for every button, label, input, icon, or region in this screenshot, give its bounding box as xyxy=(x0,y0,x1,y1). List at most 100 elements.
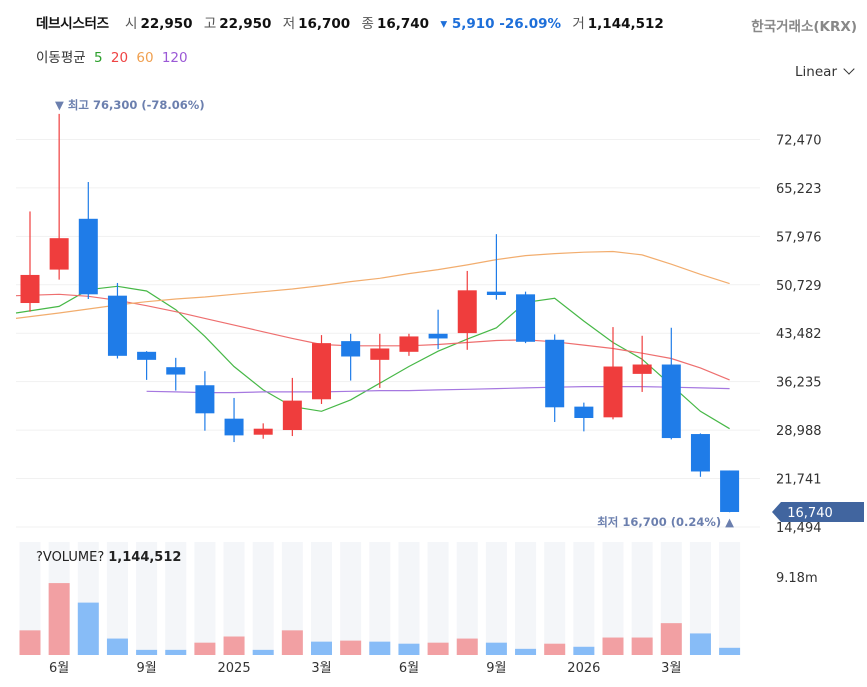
candle[interactable] xyxy=(574,402,594,432)
candle[interactable] xyxy=(312,335,331,404)
price-tag-text: 16,740 xyxy=(787,506,833,521)
ma-legend-label: 이동평균 xyxy=(36,50,86,66)
candle[interactable] xyxy=(49,113,69,280)
x-tick-label: 2026 xyxy=(567,661,600,676)
scale-selector[interactable]: Linear xyxy=(795,63,855,80)
candle[interactable] xyxy=(428,309,448,350)
x-tick-label: 9월 xyxy=(486,661,506,676)
ma-legend: 이동평균 5 20 60 120 xyxy=(36,46,192,66)
volume-bar xyxy=(340,640,362,655)
volume-column-bg xyxy=(485,542,507,655)
candle-body xyxy=(574,406,594,418)
volume-bar xyxy=(194,642,216,655)
volume-bar xyxy=(485,642,507,655)
candle[interactable] xyxy=(78,182,98,300)
candle[interactable] xyxy=(457,270,477,350)
candle[interactable] xyxy=(545,334,565,423)
candle[interactable] xyxy=(195,371,215,431)
volume-bar xyxy=(48,583,70,655)
volume-label: ?VOLUME? 1,144,512 xyxy=(36,550,181,565)
volume-bar xyxy=(515,648,537,655)
ma-legend-20: 20 xyxy=(110,50,129,66)
candle-body xyxy=(661,364,681,439)
volume-bar xyxy=(427,642,449,655)
y-tick-label: 57,976 xyxy=(776,230,822,245)
x-tick-label: 2025 xyxy=(218,661,251,676)
y-tick-label: 50,729 xyxy=(776,279,822,294)
candle-body xyxy=(720,470,740,512)
volume-bars xyxy=(19,583,741,655)
candle[interactable] xyxy=(516,291,536,344)
candle-body xyxy=(195,385,215,414)
candle[interactable] xyxy=(20,211,40,312)
volume-bar xyxy=(631,637,653,655)
candle[interactable] xyxy=(720,470,740,513)
volume-column-bg xyxy=(544,542,566,655)
price-axis: 72,470 65,223 57,976 50,729 43,482 36,235 28,9… xyxy=(776,133,822,536)
open-value: 22,950 xyxy=(140,16,193,32)
current-price-tag: 16,740 xyxy=(772,501,864,522)
candle[interactable] xyxy=(224,397,244,443)
volume-column-bg xyxy=(311,542,332,655)
low-annotation: 최저 16,700 (0.24%) ▲ xyxy=(597,515,734,529)
candle[interactable] xyxy=(370,333,390,388)
volume-bar xyxy=(660,623,682,655)
candle-body xyxy=(137,351,157,360)
ma-legend-60: 60 xyxy=(136,50,154,66)
ma-line-120 xyxy=(146,386,730,394)
candles xyxy=(20,113,740,513)
x-tick-label: 6월 xyxy=(49,661,69,676)
volume-column-bg xyxy=(194,542,216,655)
y-tick-label: 36,235 xyxy=(776,376,822,391)
close-label: 종 xyxy=(361,16,374,32)
x-tick-label: 3월 xyxy=(661,661,681,676)
candle-body xyxy=(486,291,506,295)
volume-value: 1,144,512 xyxy=(587,16,664,32)
scale-selector-label: Linear xyxy=(795,64,837,80)
y-tick-label: 65,223 xyxy=(776,182,822,197)
volume-bar xyxy=(223,636,245,655)
candle[interactable] xyxy=(399,333,419,356)
candle-body xyxy=(603,366,623,418)
volume-bar xyxy=(136,649,158,655)
y-tick-label: 14,494 xyxy=(776,521,822,536)
volume-column-bg xyxy=(573,542,595,655)
volume-bar xyxy=(19,630,41,655)
candle-body xyxy=(20,274,40,304)
high-label: 고 xyxy=(203,16,217,32)
volume-column-bg xyxy=(252,542,274,655)
volume-bar xyxy=(252,649,274,655)
change-value: ▾ 5,910 -26.09% xyxy=(440,16,562,32)
candle-body xyxy=(282,400,302,431)
volume-axis-tick: 9.18m xyxy=(776,571,818,586)
candle[interactable] xyxy=(690,433,710,477)
volume-bar xyxy=(602,637,624,655)
volume-bar xyxy=(77,602,99,655)
ma-legend-120: 120 xyxy=(161,50,188,66)
candle[interactable] xyxy=(107,282,127,359)
candle[interactable] xyxy=(137,351,157,380)
volume-column-bg xyxy=(165,542,187,655)
volume-column-bg xyxy=(340,542,362,655)
candle-body xyxy=(632,364,652,374)
volume-bar xyxy=(281,630,303,655)
candle[interactable] xyxy=(282,377,302,437)
volume-bar xyxy=(689,633,711,655)
candle[interactable] xyxy=(341,333,361,381)
candle[interactable] xyxy=(166,357,186,391)
candle[interactable] xyxy=(661,327,681,440)
volume-label: 거 xyxy=(572,16,585,32)
candle[interactable] xyxy=(253,423,273,439)
volume-column-bg xyxy=(602,542,624,655)
y-tick-label: 43,482 xyxy=(776,327,822,342)
volume-bar xyxy=(398,643,420,655)
volume-panel-value: 1,144,512 xyxy=(108,550,181,565)
volume-column-bg xyxy=(719,542,741,655)
low-label: 저 xyxy=(282,16,296,32)
candle[interactable] xyxy=(603,327,623,420)
candle[interactable] xyxy=(632,335,652,392)
high-annotation: ▼ 최고 76,300 (-78.06%) xyxy=(55,98,205,112)
candle[interactable] xyxy=(486,234,506,300)
open-label: 시 xyxy=(125,16,138,32)
